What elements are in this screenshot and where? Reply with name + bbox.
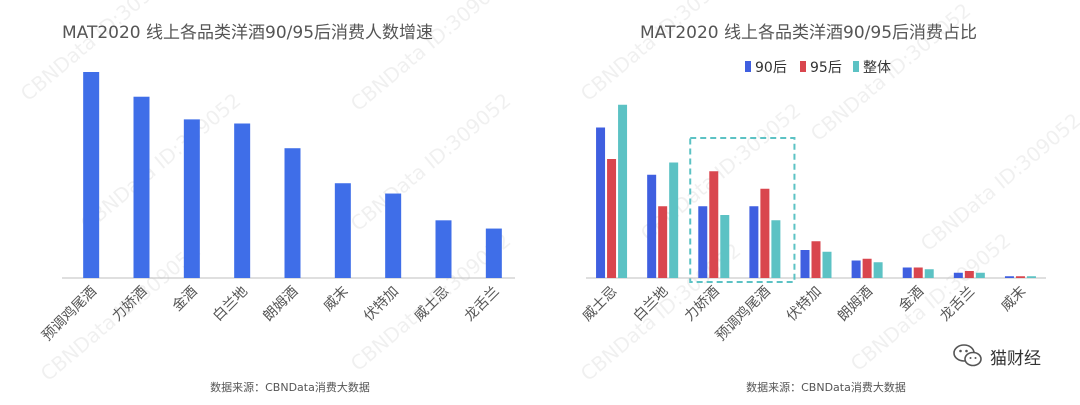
chart1-x-tick-label-7: 威士忌 — [411, 284, 452, 325]
wechat-icon — [953, 344, 982, 367]
chart1-source: 数据来源：CBNData消费大数据 — [210, 380, 370, 394]
chart2-x-tick-label-8: 威末 — [998, 284, 1029, 315]
chart1-x-tick-label-6: 伏特加 — [361, 284, 402, 325]
chart2-bar-2-6 — [924, 269, 934, 278]
chart1-bar-7 — [435, 220, 452, 278]
chart2-x-tick-label-5: 朗姆酒 — [835, 284, 876, 325]
chart2-legend-label-0: 90后 — [755, 60, 787, 76]
chart2-bar-1-7 — [964, 271, 974, 278]
chart2-bar-2-4 — [822, 251, 832, 278]
chart2-bar-0-8 — [1004, 276, 1014, 278]
chart1-bar-3 — [234, 123, 251, 278]
chart2-bar-2-7 — [975, 272, 985, 278]
chart1-bar-2 — [183, 119, 200, 278]
chart2-bar-2-5 — [873, 262, 883, 278]
chart1-x-tick-label-5: 威末 — [321, 284, 352, 315]
chart2-bar-1-8 — [1015, 276, 1025, 278]
chart1-x-tick-label-2: 金酒 — [170, 284, 201, 315]
chart2-bar-0-6 — [902, 267, 912, 278]
chart2-bar-1-2 — [709, 171, 719, 278]
chart1-x-tick-label-3: 白兰地 — [210, 284, 251, 325]
chart2-x-tick-label-7: 龙舌兰 — [937, 284, 978, 325]
brand-badge: 猫财经 — [952, 340, 1072, 372]
chart2-x-tick-label-2: 力娇酒 — [682, 284, 723, 325]
chart2-bar-0-2 — [698, 206, 708, 278]
chart1-x-tick-label-1: 力娇酒 — [109, 284, 150, 325]
chart2-legend-swatch-1 — [800, 61, 806, 72]
chart2-bar-0-5 — [851, 260, 861, 278]
chart1-bar-6 — [385, 193, 402, 278]
chart1-bar-1 — [133, 96, 150, 278]
chart2-x-tick-label-6: 金酒 — [896, 284, 927, 315]
chart2-bar-1-6 — [913, 267, 923, 278]
chart2-bar-0-1 — [647, 174, 657, 278]
chart1-bar-0 — [83, 72, 100, 278]
brand-name: 猫财经 — [990, 348, 1041, 369]
chart2-bar-1-0 — [607, 159, 617, 278]
chart1-bar-8 — [485, 228, 502, 278]
chart1-bar-4 — [284, 148, 301, 278]
chart2-legend-swatch-0 — [745, 61, 751, 72]
chart2-source: 数据来源：CBNData消费大数据 — [746, 380, 906, 394]
chart1-x-tick-label-8: 龙舌兰 — [462, 284, 503, 325]
chart2-bar-2-1 — [669, 162, 679, 278]
chart2-bar-1-5 — [862, 258, 872, 278]
chart2-bar-1-4 — [811, 241, 821, 278]
chart2-x-tick-label-0: 威士忌 — [579, 284, 620, 325]
chart2-x-tick-label-1: 白兰地 — [630, 284, 671, 325]
chart2-bar-1-3 — [760, 188, 770, 278]
chart2-legend-label-1: 95后 — [810, 60, 842, 76]
chart2-bar-2-0 — [618, 104, 628, 278]
chart2-bar-0-7 — [953, 272, 963, 278]
chart2-bar-0-3 — [749, 206, 759, 278]
chart2-legend-label-2: 整体 — [863, 60, 891, 76]
chart2-x-tick-label-4: 伏特加 — [784, 284, 825, 325]
chart2-bar-0-4 — [800, 250, 810, 278]
chart1-bar-5 — [334, 183, 351, 278]
chart2-bar-1-1 — [658, 206, 668, 278]
chart1-title: MAT2020 线上各品类洋酒90/95后消费人数增速 — [62, 23, 433, 43]
chart2-legend-swatch-2 — [853, 61, 859, 72]
chart2-bar-2-2 — [720, 215, 730, 278]
chart2-bar-2-8 — [1026, 276, 1036, 278]
chart1-x-tick-label-4: 朗姆酒 — [260, 284, 301, 325]
chart2-x-tick-label-3: 预调鸡尾酒 — [712, 283, 774, 345]
chart2-highlight-box — [689, 137, 796, 283]
chart2-bar-2-3 — [771, 220, 781, 278]
chart2-bar-0-0 — [596, 127, 606, 278]
chart2-title: MAT2020 线上各品类洋酒90/95后消费占比 — [640, 23, 977, 43]
chart1-x-tick-label-0: 预调鸡尾酒 — [38, 283, 100, 345]
